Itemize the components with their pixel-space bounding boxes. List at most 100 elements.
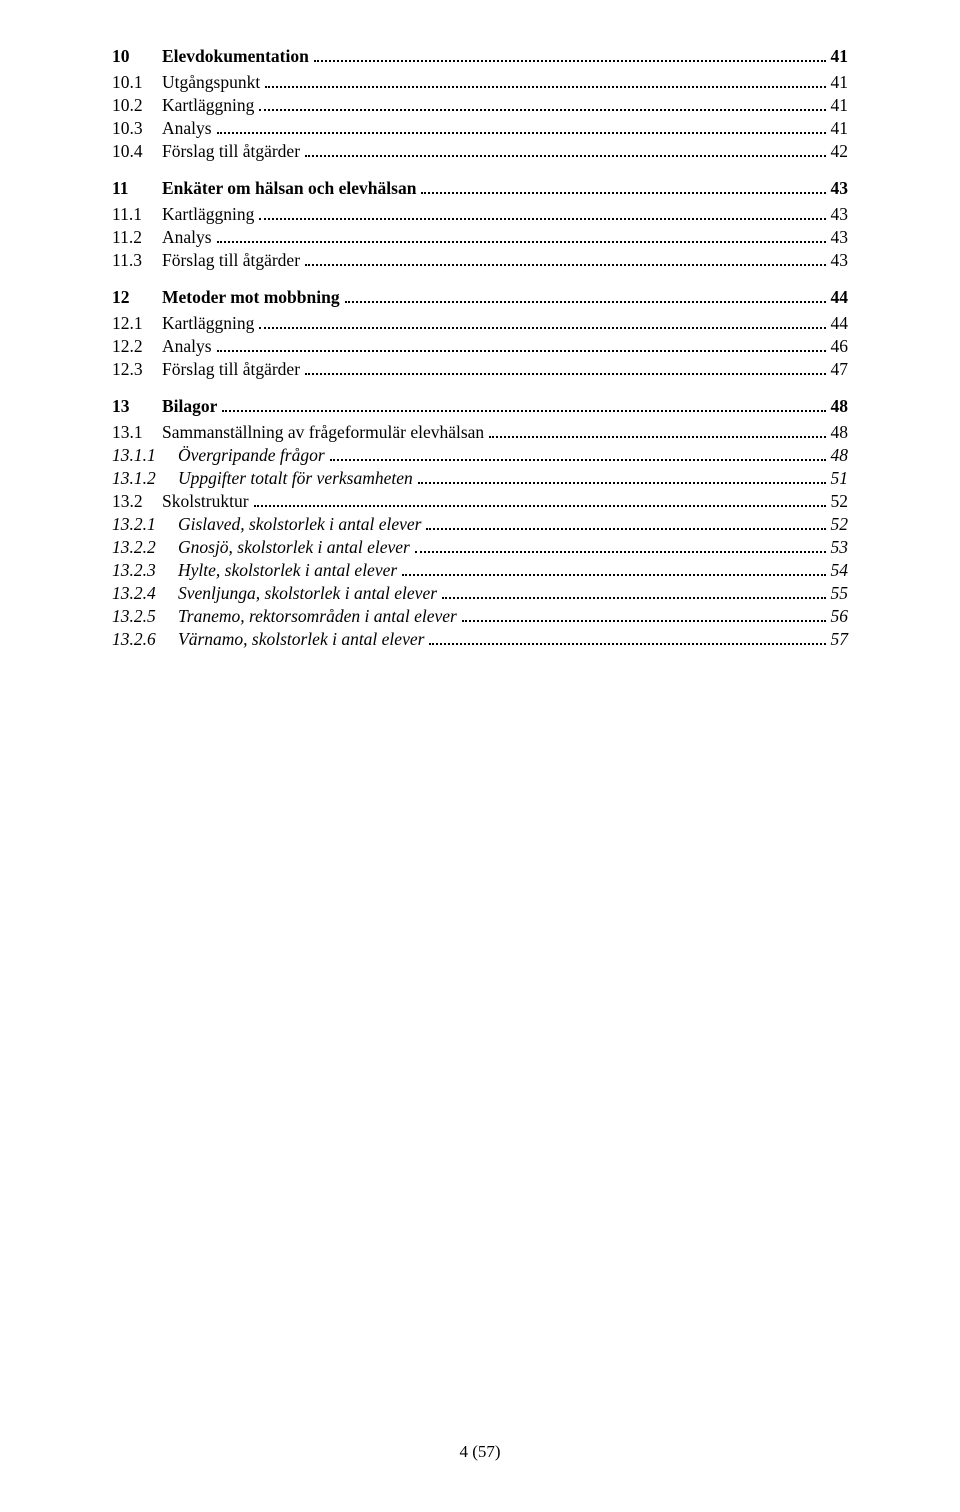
toc-leader-dots [345, 301, 826, 303]
table-of-contents: 10Elevdokumentation41 10.1Utgångspunkt 41 1… [112, 46, 848, 650]
toc-leader-dots [217, 132, 826, 134]
toc-entry-label: Enkäter om hälsan och elevhälsan [162, 178, 416, 199]
toc-leader-dots [305, 373, 825, 375]
toc-entry-number: 11.2 [112, 227, 162, 248]
toc-entry: 11.3Förslag till åtgärder43 [112, 250, 848, 271]
toc-entry-number: 13.2.6 [112, 629, 178, 650]
toc-entry-number: 10.1 [112, 72, 162, 93]
toc-leader-dots [402, 574, 825, 576]
toc-entry-number: 13 [112, 396, 162, 417]
toc-entry: 13.2Skolstruktur 52 [112, 491, 848, 512]
toc-leader-dots [254, 505, 826, 507]
toc-entry-label: Kartläggning [162, 95, 254, 116]
toc-entry-page: 41 [831, 95, 849, 116]
toc-entry-label: Kartläggning [162, 204, 254, 225]
toc-entry-label: Sammanställning av frågeformulär elevhäl… [162, 422, 484, 443]
toc-entry-label: Utgångspunkt [162, 72, 260, 93]
toc-leader-dots [429, 643, 825, 645]
toc-entry-number: 13.2.3 [112, 560, 178, 581]
toc-leader-dots [305, 155, 825, 157]
toc-entry: 11.2Analys 43 [112, 227, 848, 248]
toc-entry: 12Metoder mot mobbning 44 [112, 287, 848, 308]
toc-entry: 13.2.2Gnosjö, skolstorlek i antal elever… [112, 537, 848, 558]
toc-entry-label: Gnosjö, skolstorlek i antal elever [178, 537, 410, 558]
toc-entry: 13.1Sammanställning av frågeformulär ele… [112, 422, 848, 443]
toc-leader-dots [426, 528, 825, 530]
toc-entry-label: Värnamo, skolstorlek i antal elever [178, 629, 424, 650]
toc-entry: 11.1Kartläggning 43 [112, 204, 848, 225]
toc-entry-page: 52 [831, 491, 849, 512]
toc-entry-label: Förslag till åtgärder [162, 250, 300, 271]
toc-leader-dots [489, 436, 825, 438]
toc-entry-number: 12.1 [112, 313, 162, 334]
toc-entry-page: 48 [831, 445, 849, 466]
toc-entry-page: 41 [831, 118, 849, 139]
toc-entry: 12.1Kartläggning44 [112, 313, 848, 334]
toc-leader-dots [418, 482, 826, 484]
toc-entry-label: Analys [162, 118, 212, 139]
toc-entry-label: Metoder mot mobbning [162, 287, 340, 308]
toc-entry-page: 52 [831, 514, 849, 535]
toc-entry-number: 13.2.2 [112, 537, 178, 558]
toc-leader-dots [442, 597, 825, 599]
toc-entry-number: 12 [112, 287, 162, 308]
toc-entry-page: 43 [831, 178, 849, 199]
toc-entry-number: 10 [112, 46, 162, 67]
toc-entry: 13.2.3Hylte, skolstorlek i antal elever5… [112, 560, 848, 581]
toc-entry-page: 53 [831, 537, 849, 558]
toc-leader-dots [305, 264, 825, 266]
toc-entry-number: 11.1 [112, 204, 162, 225]
toc-entry-page: 43 [831, 227, 849, 248]
toc-entry-label: Bilagor [162, 396, 217, 417]
toc-entry-label: Förslag till åtgärder [162, 359, 300, 380]
toc-entry-number: 13.2.5 [112, 606, 178, 627]
toc-entry-number: 13.2.4 [112, 583, 178, 604]
toc-entry: 13.2.4Svenljunga, skolstorlek i antal el… [112, 583, 848, 604]
toc-entry-label: Tranemo, rektorsområden i antal elever [178, 606, 457, 627]
toc-entry-number: 13.2 [112, 491, 162, 512]
toc-entry-number: 12.2 [112, 336, 162, 357]
toc-entry: 13.1.1Övergripande frågor48 [112, 445, 848, 466]
toc-entry-page: 55 [831, 583, 849, 604]
toc-entry-page: 48 [831, 422, 849, 443]
toc-entry-page: 56 [831, 606, 849, 627]
toc-entry-number: 11.3 [112, 250, 162, 271]
toc-entry-number: 12.3 [112, 359, 162, 380]
toc-entry: 13Bilagor 48 [112, 396, 848, 417]
toc-entry-page: 48 [831, 396, 849, 417]
toc-leader-dots [415, 551, 826, 553]
toc-leader-dots [330, 459, 826, 461]
toc-entry-label: Övergripande frågor [178, 445, 325, 466]
toc-entry-page: 41 [831, 46, 849, 67]
toc-entry-page: 57 [831, 629, 849, 650]
toc-entry-page: 54 [831, 560, 849, 581]
toc-entry-number: 13.1.2 [112, 468, 178, 489]
toc-leader-dots [462, 620, 826, 622]
toc-entry-page: 42 [831, 141, 849, 162]
toc-entry-number: 10.2 [112, 95, 162, 116]
toc-entry-label: Analys [162, 227, 212, 248]
toc-entry: 10Elevdokumentation41 [112, 46, 848, 67]
toc-entry-label: Uppgifter totalt för verksamheten [178, 468, 413, 489]
toc-entry-number: 10.3 [112, 118, 162, 139]
toc-entry: 12.3Förslag till åtgärder47 [112, 359, 848, 380]
toc-entry-label: Svenljunga, skolstorlek i antal elever [178, 583, 437, 604]
toc-entry: 13.2.1Gislaved, skolstorlek i antal elev… [112, 514, 848, 535]
toc-entry-label: Gislaved, skolstorlek i antal elever [178, 514, 421, 535]
toc-entry-label: Skolstruktur [162, 491, 249, 512]
toc-entry-page: 51 [831, 468, 849, 489]
toc-leader-dots [217, 241, 826, 243]
toc-leader-dots [314, 60, 826, 62]
toc-leader-dots [259, 327, 825, 329]
toc-entry: 11Enkäter om hälsan och elevhälsan43 [112, 178, 848, 199]
toc-entry-page: 44 [831, 287, 849, 308]
toc-entry-page: 41 [831, 72, 849, 93]
page-footer: 4 (57) [0, 1442, 960, 1462]
toc-entry-page: 43 [831, 204, 849, 225]
toc-leader-dots [259, 109, 825, 111]
toc-leader-dots [222, 410, 825, 412]
toc-entry-number: 13.2.1 [112, 514, 178, 535]
toc-leader-dots [421, 192, 825, 194]
toc-entry-number: 13.1 [112, 422, 162, 443]
toc-leader-dots [259, 218, 825, 220]
